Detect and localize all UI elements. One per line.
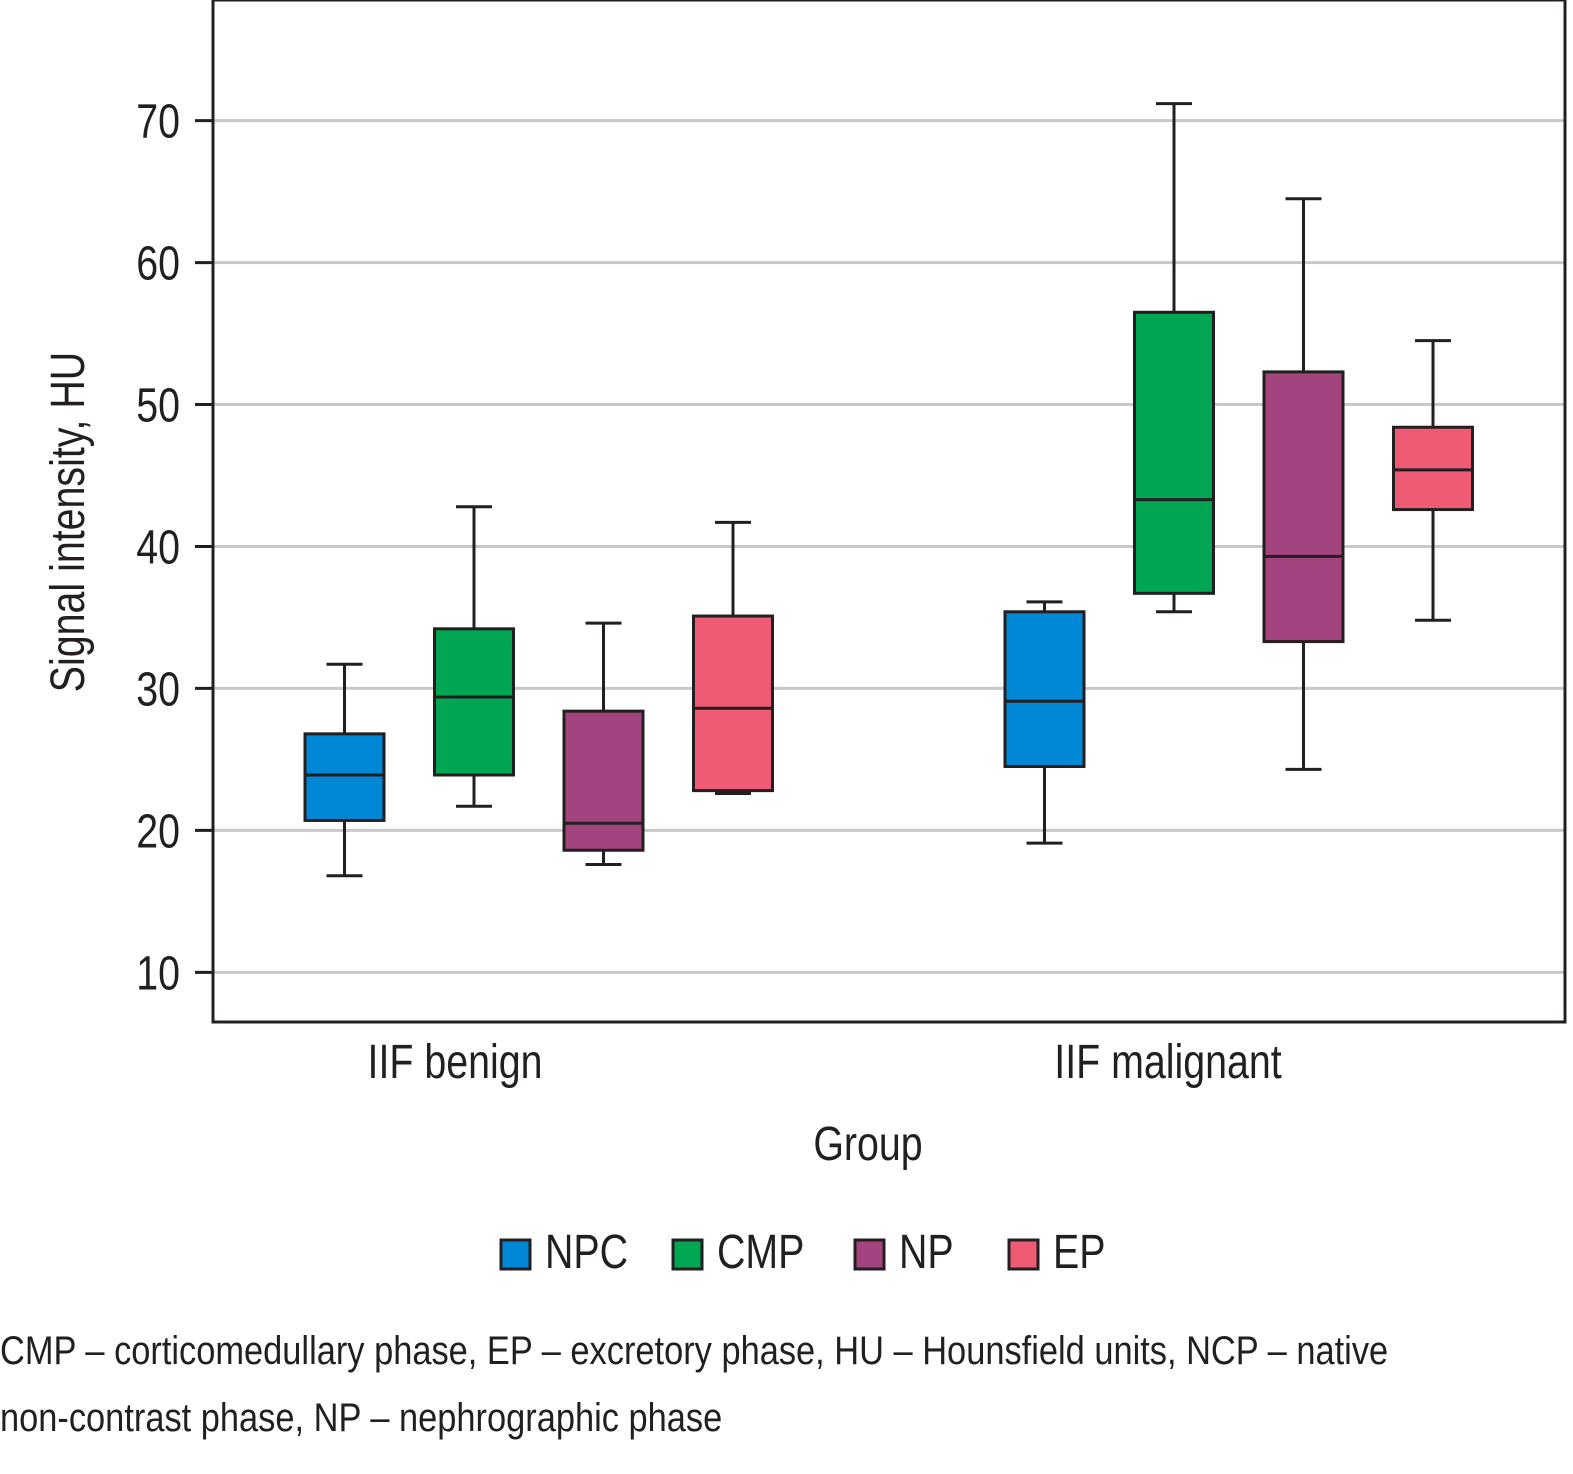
iqr-box [303, 732, 386, 822]
legend-swatch [671, 1238, 704, 1271]
x-category-label: IIF malignant [1054, 1035, 1281, 1089]
legend-item-np: NP [853, 1225, 954, 1279]
legend-item-cmp: CMP [671, 1225, 804, 1279]
legend-label: CMP [717, 1225, 804, 1279]
x-category-label: IIF benign [368, 1035, 543, 1089]
y-tick-label: 20 [136, 805, 180, 859]
legend-item-npc: NPC [499, 1225, 628, 1279]
y-tick-label: 50 [136, 379, 180, 433]
boxplot-chart: 10 20 30 40 50 60 70 IIF benign IIF malignant S… [41, 0, 1567, 1279]
legend-label: NP [899, 1225, 954, 1279]
y-tick-label: 30 [136, 663, 180, 717]
box-np-benign [562, 621, 645, 866]
y-tick-label: 40 [136, 521, 180, 575]
iqr-box [433, 627, 515, 777]
legend-label: NPC [545, 1225, 628, 1279]
iqr-box [1003, 610, 1086, 769]
legend-item-ep: EP [1007, 1225, 1105, 1279]
legend-label: EP [1053, 1225, 1105, 1279]
y-tick-label: 70 [136, 95, 180, 149]
iqr-box [692, 614, 774, 793]
iqr-box [1133, 310, 1215, 595]
plot-frame [211, 0, 1567, 1024]
box-ep-malignant [1392, 339, 1474, 622]
grid-lines [213, 119, 1565, 974]
iqr-box [1262, 370, 1345, 644]
legend: NPC CMP NP EP [499, 1225, 1105, 1279]
legend-swatch [499, 1238, 532, 1271]
y-tick-label: 10 [136, 947, 180, 1001]
legend-swatch [853, 1238, 886, 1271]
y-axis-ticks: 10 20 30 40 50 60 70 [136, 95, 213, 1000]
caption-line-1: CMP – corticomedullary phase, EP – excre… [0, 1329, 1389, 1373]
figure-caption: CMP – corticomedullary phase, EP – excre… [0, 1318, 1389, 1452]
y-axis-title: Signal intensity, HU [41, 352, 95, 692]
y-tick-label: 60 [136, 237, 180, 291]
box-ep-benign [692, 520, 774, 795]
caption-line-2: non-contrast phase, NP – nephrographic p… [0, 1396, 723, 1440]
x-axis-categories: IIF benign IIF malignant [368, 1035, 1282, 1089]
box-np-malignant [1262, 197, 1345, 771]
x-axis-title: Group [813, 1117, 922, 1171]
box-cmp-malignant [1133, 102, 1215, 614]
box-cmp-benign [433, 505, 515, 808]
legend-swatch [1007, 1238, 1040, 1271]
box-npc-malignant [1003, 600, 1086, 845]
box-npc-benign [303, 662, 386, 878]
iqr-box [562, 709, 645, 852]
box-series [303, 102, 1474, 878]
